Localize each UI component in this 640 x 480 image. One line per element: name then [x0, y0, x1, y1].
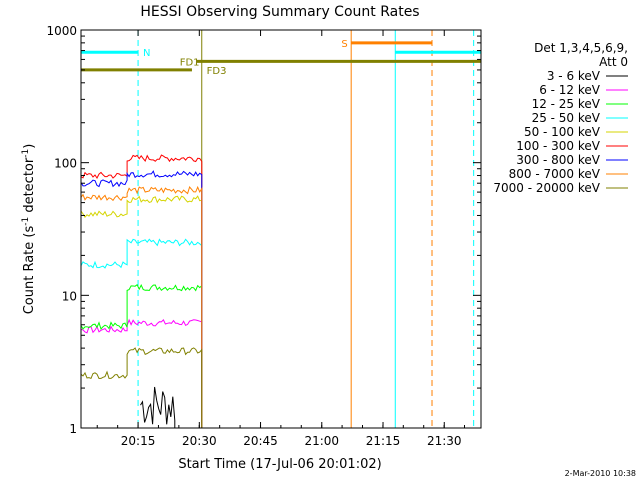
x-axis-label: Start Time (17-Jul-06 20:01:02) — [178, 457, 381, 472]
chart-title: HESSI Observing Summary Count Rates — [140, 4, 419, 20]
x-axis: 20:15 20:30 20:45 21:00 21:15 21:30 — [96, 30, 466, 448]
y-axis-label: Count Rate (s-1 detector-1) — [21, 144, 37, 315]
y-axis: 1 10 100 1000 — [46, 24, 481, 436]
x-tick-label: 21:30 — [427, 434, 462, 448]
series-line-5 — [80, 154, 203, 428]
x-tick-label: 20:45 — [243, 434, 278, 448]
legend-label-0: 3 - 6 keV — [547, 69, 601, 83]
series-line-2 — [80, 283, 203, 428]
timestamp: 2-Mar-2010 10:38 — [565, 469, 636, 478]
y-tick-label: 1 — [69, 422, 77, 436]
y-axis-label-mid: detector — [22, 157, 37, 217]
series-line-3 — [80, 238, 203, 428]
plot-frame — [80, 29, 482, 429]
series-line-0 — [140, 386, 176, 428]
series-line-6 — [80, 170, 203, 428]
flag-label-s: S — [341, 39, 347, 50]
legend-label-3: 25 - 50 keV — [532, 111, 601, 125]
y-axis-label-sup2: -1 — [21, 149, 31, 158]
y-tick-label: 100 — [54, 157, 77, 171]
legend-label-6: 300 - 800 keV — [516, 153, 600, 167]
legend-header-line1: Det 1,3,4,5,6,9, — [534, 41, 628, 55]
legend-label-2: 12 - 25 keV — [532, 97, 601, 111]
y-tick-label: 1000 — [46, 24, 77, 38]
y-axis-label-sup1: -1 — [21, 217, 31, 226]
plot-area: N FD1 FD3 S — [80, 30, 481, 428]
x-tick-label: 21:00 — [304, 434, 339, 448]
flag-label-fd3: FD3 — [207, 66, 227, 77]
x-tick-label: 20:30 — [182, 434, 217, 448]
y-axis-label-main: Count Rate (s — [22, 226, 37, 315]
series-line-8 — [80, 347, 203, 428]
x-tick-label: 20:15 — [121, 434, 156, 448]
x-tick-label: 21:15 — [366, 434, 401, 448]
legend-label-5: 100 - 300 keV — [516, 139, 600, 153]
series-line-1 — [80, 318, 203, 428]
flag-label-fd1: FD1 — [180, 57, 200, 68]
y-tick-label: 10 — [62, 289, 77, 303]
flag-label-n: N — [143, 48, 150, 59]
legend-label-7: 800 - 7000 keV — [509, 167, 601, 181]
legend-label-4: 50 - 100 keV — [524, 125, 601, 139]
legend-header-line2: Att 0 — [599, 55, 628, 69]
y-axis-label-end: ) — [22, 144, 37, 149]
series-line-4 — [80, 195, 203, 428]
legend-label-8: 7000 - 20000 keV — [493, 181, 600, 195]
legend-label-1: 6 - 12 keV — [539, 83, 601, 97]
series-line-7 — [80, 185, 203, 428]
